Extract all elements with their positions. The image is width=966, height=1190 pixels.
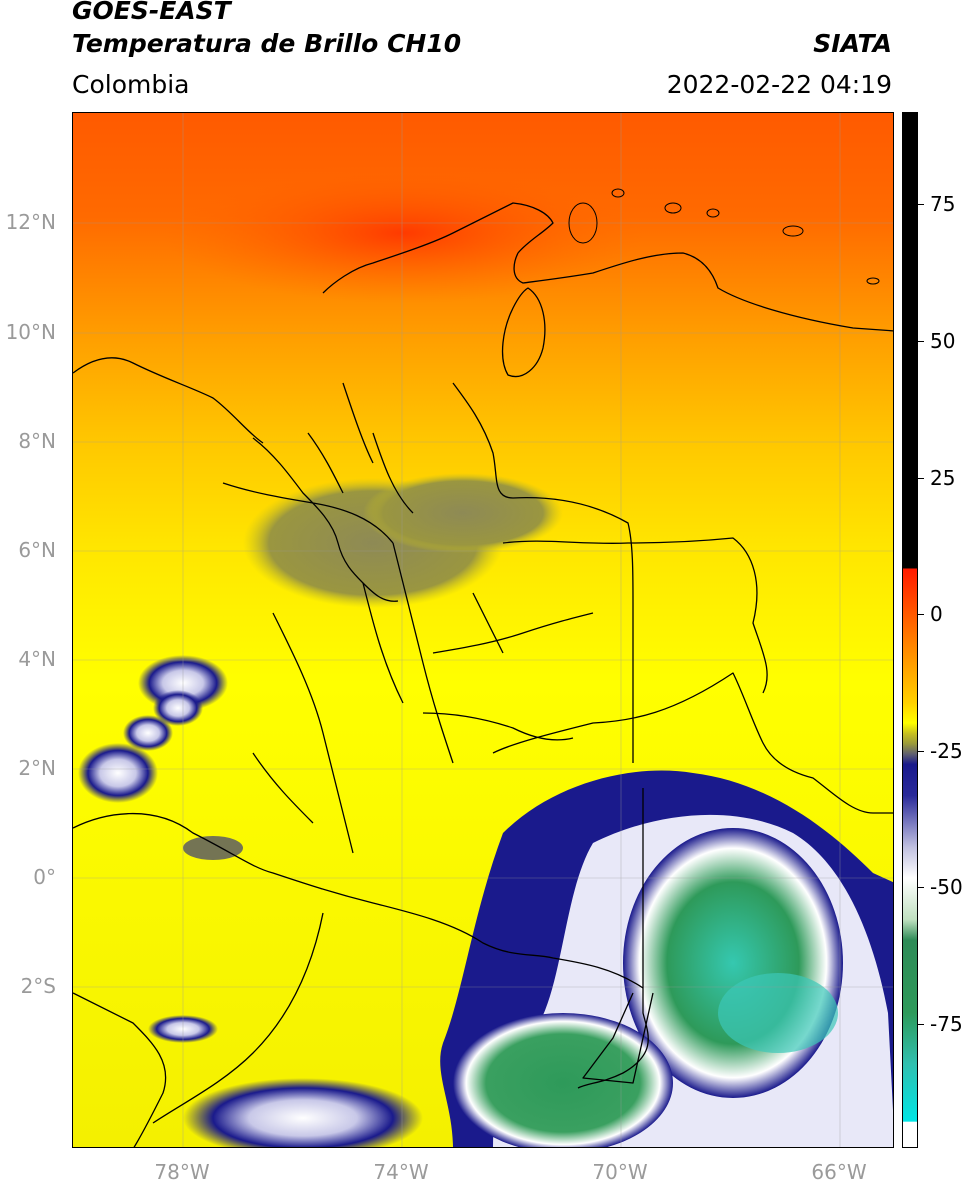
colorbar-tick xyxy=(918,887,924,888)
country-border xyxy=(492,672,893,814)
department-border xyxy=(222,482,394,544)
lon-label: 78°W xyxy=(154,1160,210,1184)
colorbar-tick xyxy=(918,751,924,752)
lon-label: 70°W xyxy=(592,1160,648,1184)
country-border xyxy=(73,812,644,989)
department-border xyxy=(432,612,594,654)
storm-cell xyxy=(153,690,203,726)
storm-cell xyxy=(183,1078,423,1147)
storm-cell xyxy=(123,715,173,751)
cold-cloud-top xyxy=(718,973,838,1053)
department-border xyxy=(342,382,374,464)
storm-cell xyxy=(183,836,243,860)
region-label: Colombia xyxy=(72,70,190,99)
department-border xyxy=(472,592,504,654)
colorbar-label: -75 xyxy=(930,1012,963,1036)
datetime-label: 2022-02-22 04:19 xyxy=(666,70,892,99)
lake-maracaibo xyxy=(501,287,546,378)
cold-cloud-top xyxy=(453,1013,673,1147)
colorbar-tick xyxy=(918,204,924,205)
lat-label: 10°N xyxy=(5,320,56,344)
colorbar-tick xyxy=(918,1024,924,1025)
department-border xyxy=(307,432,344,494)
country-border xyxy=(582,992,654,1084)
colorbar-label: 75 xyxy=(930,192,956,216)
coastline xyxy=(73,357,264,444)
department-border xyxy=(422,712,574,741)
department-border xyxy=(362,582,404,704)
department-border xyxy=(272,612,354,854)
borders xyxy=(73,202,893,1147)
lon-label: 66°W xyxy=(811,1160,867,1184)
hot-region xyxy=(163,163,643,303)
colorbar-label: -50 xyxy=(930,875,963,899)
product-title: Temperatura de Brillo CH10 xyxy=(72,29,462,58)
country-border xyxy=(452,382,634,763)
graticule xyxy=(73,113,893,1147)
satellite-title: GOES-EAST xyxy=(72,0,231,25)
department-border xyxy=(252,752,314,824)
lat-label: 0° xyxy=(33,865,56,889)
department-border xyxy=(372,432,414,514)
lat-label: 4°N xyxy=(18,647,56,671)
colorbar-label: 25 xyxy=(930,466,956,490)
colorbar-tick xyxy=(918,341,924,342)
lat-label: 2°S xyxy=(20,974,56,998)
department-border xyxy=(392,542,454,764)
mid-cloud-patch xyxy=(363,473,563,553)
colorbar-tick xyxy=(918,478,924,479)
brand-label: SIATA xyxy=(813,29,892,58)
map-panel[interactable] xyxy=(72,112,894,1148)
colorbar-tick xyxy=(918,614,924,615)
colorbar xyxy=(902,112,918,1148)
colorbar-label: 0 xyxy=(930,602,943,626)
colorbar-label: 50 xyxy=(930,329,956,353)
map-canvas[interactable] xyxy=(73,113,894,1148)
lat-label: 2°N xyxy=(18,756,56,780)
country-border xyxy=(252,437,399,602)
lat-label: 8°N xyxy=(18,429,56,453)
coastline xyxy=(73,992,167,1147)
lat-label: 6°N xyxy=(18,538,56,562)
lon-label: 74°W xyxy=(373,1160,429,1184)
colorbar-label: -25 xyxy=(930,739,963,763)
lat-label: 12°N xyxy=(5,210,56,234)
islands xyxy=(568,188,880,285)
country-border xyxy=(502,537,768,694)
storm-cell xyxy=(78,743,158,803)
coastline xyxy=(322,202,893,332)
coastline xyxy=(152,912,324,1124)
